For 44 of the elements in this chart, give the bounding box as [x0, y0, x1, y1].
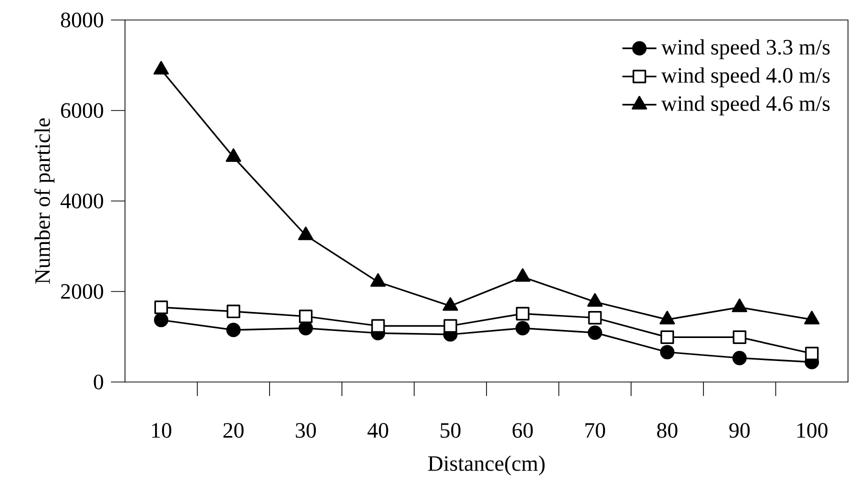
- x-tick-label: 100: [797, 423, 828, 438]
- point: [154, 300, 168, 314]
- x-tick-label: 90: [729, 423, 750, 438]
- point: [660, 330, 674, 344]
- legend-label: wind speed 3.3 m/s: [661, 39, 830, 60]
- point: [515, 320, 530, 336]
- y-tick-label: 0: [94, 374, 104, 390]
- point: [660, 344, 674, 360]
- point: [298, 226, 314, 240]
- point: [514, 268, 530, 282]
- point: [154, 312, 168, 328]
- point: [226, 322, 241, 338]
- legend-label: wind speed 4.6 m/s: [661, 96, 830, 116]
- point: [370, 273, 386, 287]
- point: [732, 330, 746, 344]
- point: [805, 346, 819, 360]
- point: [226, 304, 240, 318]
- x-tick-label: 50: [440, 423, 460, 438]
- x-tick-label: 60: [512, 423, 533, 438]
- point: [588, 325, 602, 340]
- x-tick-label: 70: [585, 423, 606, 438]
- legend-label: wind speed 4.0 m/s: [661, 67, 830, 88]
- point: [444, 319, 458, 333]
- point: [371, 319, 385, 333]
- y-tick-label: 8000: [60, 12, 104, 28]
- point: [298, 310, 313, 324]
- x-tick-label: 30: [296, 423, 316, 438]
- point: [587, 293, 603, 307]
- x-axis-title: Distance(cm): [428, 456, 545, 476]
- y-axis-title: Number of particle: [34, 118, 54, 284]
- point: [153, 61, 169, 75]
- x-tick-label: 20: [223, 423, 244, 438]
- x-tick-label: 10: [152, 423, 172, 438]
- point: [732, 298, 748, 312]
- point: [442, 297, 458, 311]
- point: [516, 306, 530, 320]
- y-tick-label: 4000: [60, 194, 104, 208]
- point: [226, 148, 242, 162]
- y-tick-label: 6000: [61, 103, 104, 118]
- point: [588, 310, 602, 325]
- x-tick-label: 40: [368, 423, 388, 438]
- point: [732, 350, 747, 366]
- x-tick-label: 80: [657, 423, 678, 438]
- y-tick-label: 2000: [61, 284, 104, 299]
